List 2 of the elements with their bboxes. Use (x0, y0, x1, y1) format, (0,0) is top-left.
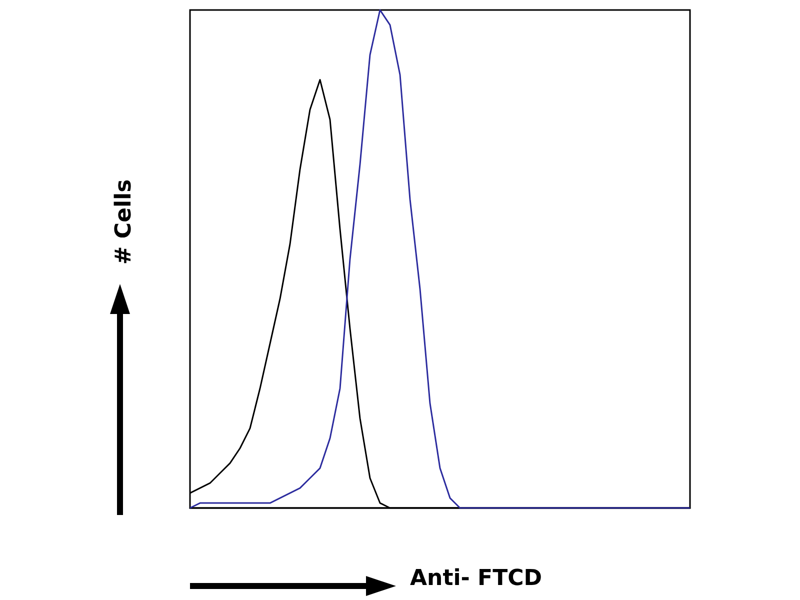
y-axis-title: # Cells (112, 179, 136, 265)
x-axis-title: Anti- FTCD (410, 566, 542, 591)
